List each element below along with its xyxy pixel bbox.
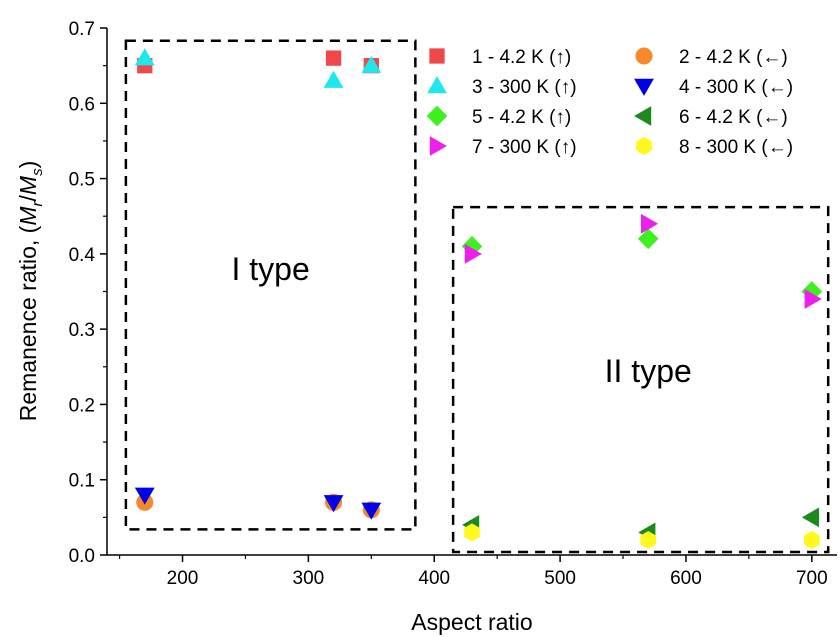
legend-marker: [634, 106, 652, 126]
region-label: II type: [605, 353, 692, 389]
data-point-series-7: [804, 289, 822, 309]
x-tick-label: 400: [418, 568, 450, 589]
legend-marker: [427, 76, 447, 94]
legend-label: 1 - 4.2 K (↑): [472, 47, 571, 68]
data-point-series-7: [641, 213, 659, 234]
y-tick-label: 0.4: [69, 245, 96, 266]
region-box: [124, 39, 417, 531]
data-point-series-8: [640, 530, 657, 549]
y-axis-title: Remanence ratio, (Mr/Ms): [15, 161, 46, 422]
legend: 1 - 4.2 K (↑) 2 - 4.2 K (←) 3 - 300 K (↑) 4…: [426, 47, 793, 158]
data-point-series-7: [464, 243, 482, 264]
y-tick-label: 0.6: [69, 94, 95, 115]
legend-marker: [635, 47, 653, 65]
y-axis-title-slash: /: [15, 194, 41, 201]
x-tick-label: 700: [796, 568, 828, 589]
legend-label: 4 - 300 K (←): [679, 77, 793, 98]
y-axis-title-m1: M: [15, 206, 41, 226]
y-axis-title-m2: M: [15, 175, 41, 195]
y-tick-label: 0.3: [69, 320, 95, 341]
data-point-series-6: [801, 507, 820, 528]
x-tick-label: 200: [167, 568, 199, 589]
x-tick-label: 500: [544, 568, 576, 589]
x-axis-title: Aspect ratio: [411, 609, 532, 635]
legend-label: 5 - 4.2 K (↑): [472, 107, 571, 128]
region-label: I type: [231, 251, 309, 287]
y-tick-label: 0.5: [69, 170, 95, 191]
data-point-series-4: [361, 502, 382, 520]
data-point-series-3: [134, 48, 155, 66]
legend-label: 6 - 4.2 K (←): [679, 107, 788, 128]
region-box: [451, 205, 830, 554]
x-tick-label: 600: [670, 568, 702, 589]
legend-marker: [429, 136, 447, 156]
legend-marker: [429, 48, 445, 64]
data-point-series-4: [323, 495, 344, 513]
data-point-series-4: [134, 487, 155, 505]
y-tick-label: 0.0: [69, 546, 95, 567]
y-axis-title-sub1: r: [29, 200, 46, 206]
legend-marker: [636, 137, 652, 155]
axis-ticks: 200 300 400 500 600 700 0.0 0.1 0.2 0.3 0.4 0.5 0.6 0…: [69, 19, 828, 589]
legend-label: 7 - 300 K (↑): [472, 137, 577, 158]
y-tick-label: 0.1: [69, 471, 95, 492]
y-axis-title-suffix: ): [15, 161, 41, 169]
y-tick-label: 0.2: [69, 395, 95, 416]
legend-label: 8 - 300 K (←): [679, 137, 793, 158]
region-boxes: I type II type: [124, 39, 830, 554]
legend-label: 3 - 300 K (↑): [472, 77, 577, 98]
data-point-series-8: [464, 523, 480, 542]
data-point-series-1: [325, 50, 342, 66]
legend-label: 2 - 4.2 K (←): [679, 47, 788, 68]
legend-marker: [634, 78, 654, 96]
y-axis-title-prefix: Remanence ratio, (: [15, 225, 41, 421]
data-point-series-8: [804, 530, 820, 549]
data-point-series-3: [323, 70, 344, 88]
data-point-series-5: [637, 228, 659, 250]
y-tick-label: 0.7: [69, 19, 95, 40]
data-point-series-3: [361, 55, 382, 73]
legend-marker: [426, 105, 448, 127]
x-tick-label: 300: [293, 568, 325, 589]
y-axis-title-sub2: s: [29, 168, 46, 176]
data-points: [134, 48, 823, 549]
